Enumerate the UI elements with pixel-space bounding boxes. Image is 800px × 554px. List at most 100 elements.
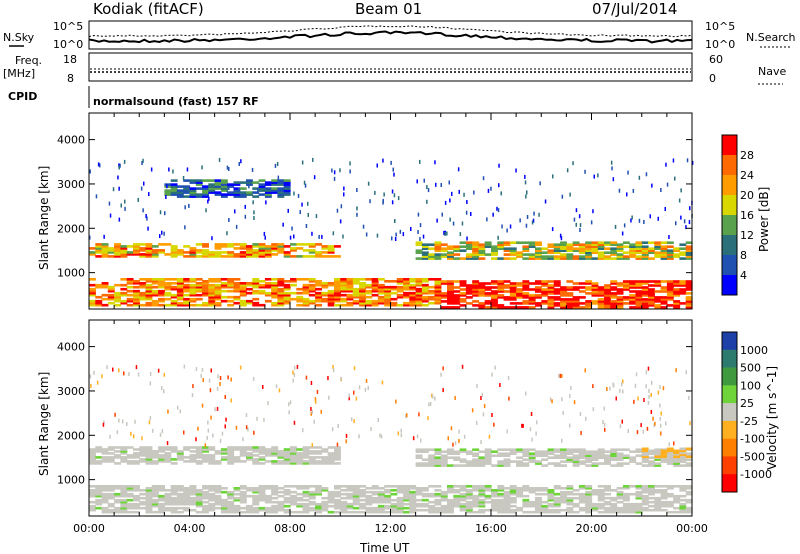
echo-cell [189,187,197,190]
echo-cell [334,450,341,453]
echo-cell [453,280,461,283]
echo-cell [101,283,109,287]
echo-cell [264,454,272,457]
echo-cell [553,464,561,467]
echo-cell [491,253,498,256]
echo-cell [541,247,549,250]
echo-cell [459,282,467,285]
echo-cell [509,241,517,244]
echo-cell [547,510,555,514]
echo-cell [585,300,593,303]
echo-cell [271,462,279,465]
echo-cell [183,297,191,301]
echo-cell [434,283,442,287]
y-tick-label: 1000 [57,474,85,487]
echo-speckle [301,202,303,207]
echo-cell [497,489,505,492]
echo-cell [327,245,335,248]
echo-speckle [443,230,445,235]
echo-cell [283,460,291,463]
echo-cell [616,492,624,496]
echo-cell [214,283,222,287]
echo-cell [151,462,159,465]
echo-cell [484,458,492,461]
echo-cell [195,454,203,457]
echo-cell [660,504,668,508]
echo-cell [616,245,624,248]
echo-cell [158,506,165,510]
echo-cell [189,293,197,297]
echo-cell [553,504,561,508]
echo-cell [327,452,335,455]
echo-speckle [362,224,365,229]
echo-speckle [235,425,238,430]
echo-cell [447,508,454,512]
echo-cell [572,458,580,461]
echo-cell [334,283,341,287]
echo-cell [89,500,96,504]
echo-speckle [336,208,339,213]
echo-cell [101,494,109,498]
echo-cell [604,487,611,490]
echo-cell [334,487,341,490]
echo-cell [151,251,159,254]
noise-sky-trace [88,30,693,44]
echo-cell [133,280,140,283]
echo-cell [484,292,492,295]
echo-speckle [643,220,645,224]
echo-cell [151,510,159,514]
echo-cell [246,181,253,184]
echo-cell [566,280,574,283]
echo-cell [227,500,235,504]
echo-cell [246,510,253,514]
x-tick-label: 20:00 [576,522,608,535]
echo-cell [522,302,530,305]
echo-cell [472,487,480,490]
echo-cell [271,487,279,490]
echo-cell [246,301,253,305]
echo-cell [208,189,216,192]
echo-cell [202,253,209,256]
echo-cell [114,251,121,254]
echo-cell [101,285,109,289]
echo-cell [315,303,322,307]
echo-speckle [164,211,166,216]
echo-cell [195,489,203,492]
echo-cell [227,280,235,283]
echo-cell [145,500,153,504]
echo-cell [509,249,517,252]
freq-unit-label: [MHz] [3,67,35,80]
colorbar-swatch [722,175,737,196]
echo-cell [415,278,423,281]
echo-cell [133,303,140,307]
echo-cell [666,492,674,496]
echo-cell [390,489,398,492]
echo-cell [629,298,637,301]
echo-cell [641,451,649,455]
echo-cell [252,285,260,289]
echo-cell [158,460,165,463]
echo-speckle [579,412,582,417]
echo-cell [377,278,385,281]
colorbar-swatch [722,135,737,156]
echo-speckle [382,158,384,163]
echo-cell [114,500,121,504]
echo-cell [390,280,398,283]
echo-cell [585,456,593,459]
echo-cell [465,247,473,250]
echo-cell [264,291,272,295]
echo-cell [648,300,655,303]
echo-cell [308,462,316,465]
echo-cell [346,492,354,496]
echo-cell [327,255,335,258]
echo-cell [183,502,191,506]
echo-speckle [278,388,281,393]
echo-cell [478,494,486,498]
echo-cell [183,299,191,303]
echo-cell [195,500,203,504]
echo-speckle [660,411,662,416]
echo-cell [296,287,304,291]
echo-cell [139,255,147,258]
echo-cell [509,508,517,512]
echo-speckle [288,402,290,407]
